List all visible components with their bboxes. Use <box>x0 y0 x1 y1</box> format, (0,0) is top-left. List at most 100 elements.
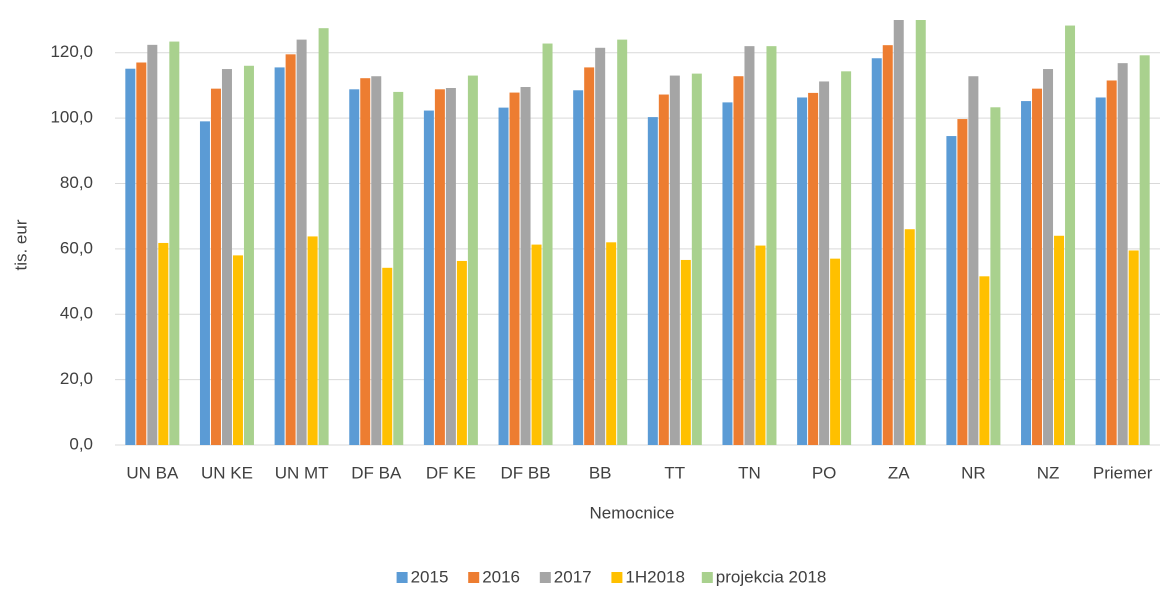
bar <box>841 71 852 446</box>
bar <box>498 107 509 445</box>
x-tick-label: UN BA <box>126 463 179 482</box>
bar <box>296 39 307 445</box>
bar <box>1095 97 1106 445</box>
bar <box>147 44 158 445</box>
bar <box>882 45 893 446</box>
bar <box>680 259 691 445</box>
x-tick-label: NR <box>961 463 986 482</box>
legend-label: 2016 <box>482 567 520 586</box>
bar <box>1128 250 1139 445</box>
x-tick-label: DF BA <box>351 463 402 482</box>
x-axis-title: Nemocnice <box>589 503 674 522</box>
bar <box>221 69 232 446</box>
bar <box>957 119 968 446</box>
bar <box>360 78 371 445</box>
x-tick-label: TT <box>664 463 685 482</box>
y-tick-label: 80,0 <box>60 173 93 192</box>
bar <box>733 76 744 445</box>
x-tick-label: DF BB <box>501 463 551 482</box>
bar <box>808 92 819 446</box>
bar <box>744 46 755 446</box>
x-tick-label: BB <box>589 463 612 482</box>
bar <box>915 20 926 445</box>
bar <box>169 41 180 445</box>
bar <box>199 121 210 445</box>
bar <box>125 68 136 445</box>
bar <box>830 258 841 445</box>
y-tick-label: 60,0 <box>60 238 93 257</box>
bar <box>691 73 702 445</box>
bar <box>904 229 915 445</box>
x-tick-label: UN KE <box>201 463 253 482</box>
x-tick-label: NZ <box>1037 463 1060 482</box>
bar <box>658 94 669 446</box>
y-tick-label: 120,0 <box>50 42 93 61</box>
y-tick-label: 20,0 <box>60 369 93 388</box>
bar <box>871 58 882 445</box>
bar <box>755 245 766 445</box>
legend-swatch <box>701 572 713 583</box>
bar <box>946 136 957 446</box>
legend-label: 2015 <box>411 567 449 586</box>
bar <box>136 62 147 445</box>
x-tick-label: DF KE <box>426 463 476 482</box>
bar <box>243 65 254 446</box>
bar <box>893 20 904 445</box>
bar <box>968 76 979 445</box>
bar <box>520 87 531 446</box>
x-tick-label: UN MT <box>275 463 329 482</box>
bar <box>274 67 285 446</box>
x-tick-label: Priemer <box>1093 463 1153 482</box>
bar <box>349 89 360 446</box>
bar <box>722 102 733 445</box>
bar <box>158 242 169 445</box>
legend-swatch <box>396 572 408 583</box>
legend-swatch <box>611 572 623 583</box>
bar <box>232 255 243 445</box>
bar <box>669 75 680 446</box>
bar <box>797 97 808 445</box>
bar <box>979 276 990 445</box>
bar <box>617 39 628 445</box>
bar <box>1043 69 1054 446</box>
x-tick-label: PO <box>812 463 837 482</box>
bar <box>434 89 445 446</box>
bar <box>766 46 777 446</box>
bar <box>210 88 221 446</box>
bar <box>423 110 434 446</box>
bars <box>125 20 1150 446</box>
bar <box>1032 88 1043 446</box>
bar <box>573 90 584 446</box>
bar <box>595 47 606 446</box>
bar <box>542 43 553 446</box>
legend-label: projekcia 2018 <box>716 567 827 586</box>
bar <box>606 242 617 445</box>
y-axis-title: tis. eur <box>11 219 30 270</box>
legend-label: 1H2018 <box>625 567 685 586</box>
bar <box>1054 235 1065 445</box>
y-tick-label: 40,0 <box>60 304 93 323</box>
grid <box>115 52 1160 446</box>
y-tick-label: 100,0 <box>50 108 93 127</box>
bar <box>382 267 393 445</box>
bar <box>307 236 318 445</box>
bar <box>445 88 456 445</box>
labels: 0,0 20,0 40,0 60,0 80,0 100,0 120,0 UN BA UN KE U… <box>50 42 1152 586</box>
x-tick-label: TN <box>738 463 761 482</box>
bar <box>318 28 329 446</box>
legend-swatch <box>468 572 480 583</box>
legend-label: 2017 <box>554 567 592 586</box>
bar <box>467 75 478 446</box>
bar <box>990 107 1001 446</box>
bar <box>1117 63 1128 446</box>
legend-swatch <box>539 572 551 583</box>
bar <box>647 117 658 445</box>
bar <box>509 92 520 446</box>
x-tick-label: ZA <box>888 463 910 482</box>
bar <box>1021 101 1032 446</box>
y-tick-label: 0,0 <box>69 434 93 453</box>
bar <box>584 67 595 446</box>
bar <box>456 260 467 445</box>
bar <box>1106 80 1117 445</box>
